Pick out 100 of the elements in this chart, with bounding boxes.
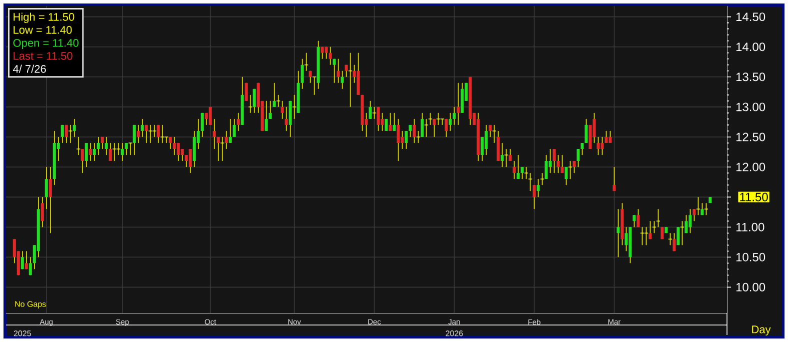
candlestick [688, 208, 692, 234]
candlestick [576, 148, 580, 168]
candlestick [312, 76, 317, 96]
candlestick [700, 202, 704, 216]
candlestick [328, 46, 332, 66]
text: 11.50 [740, 192, 768, 202]
candlestick [60, 124, 64, 144]
candlestick [72, 118, 76, 138]
candlestick [396, 118, 400, 162]
candlestick [228, 118, 232, 144]
candlestick [160, 124, 165, 144]
candlestick [452, 106, 456, 126]
candlestick [416, 130, 420, 144]
candlestick [428, 112, 432, 126]
candlestick [268, 100, 272, 120]
candlestick [340, 70, 344, 90]
candlestick [432, 118, 436, 138]
candlestick [696, 196, 700, 216]
candlestick [172, 136, 176, 156]
candlestick [188, 148, 192, 174]
candlestick [292, 94, 297, 120]
candlestick [144, 124, 148, 144]
candlestick [456, 82, 460, 126]
y-tick-label: 13.00 [736, 102, 766, 112]
candlestick [516, 154, 520, 180]
candlestick [320, 46, 324, 60]
candlestick [568, 160, 572, 180]
candlestick [684, 214, 688, 234]
candlestick [212, 118, 216, 150]
candlestick [484, 124, 488, 156]
annotation: Open = 11.40 [13, 39, 78, 49]
y-tick-label: 13.50 [736, 72, 766, 82]
candlestick [572, 160, 576, 174]
candlestick [580, 142, 584, 156]
candlestick [640, 226, 644, 246]
candlestick [264, 100, 268, 132]
candlestick [96, 136, 100, 156]
candlestick [424, 118, 428, 138]
candlestick [492, 124, 496, 144]
candlestick [280, 100, 284, 120]
candlestick [632, 214, 636, 228]
candlestick [84, 142, 88, 168]
candlestick [224, 130, 228, 150]
candlestick [284, 106, 288, 132]
candlestick [420, 112, 424, 138]
candlestick [68, 124, 73, 144]
candlestick [236, 112, 240, 132]
candlestick [136, 124, 140, 144]
candlestick [164, 136, 169, 144]
candlestick [596, 136, 600, 156]
candlestick [528, 172, 532, 192]
candlestick [48, 166, 52, 234]
candlestick [348, 52, 353, 108]
candlestick [116, 142, 121, 156]
candlestick [384, 118, 388, 132]
candlestick [332, 58, 336, 84]
candlestick [600, 136, 604, 156]
candlestick [372, 106, 376, 120]
annotation: Last = 11.50 [14, 52, 72, 60]
y-tick-label: 11.00 [736, 222, 764, 232]
candlestick [344, 64, 348, 78]
candlestick [608, 130, 612, 144]
candlestick [100, 136, 104, 150]
annotation: 4/ 7/26 [13, 64, 46, 73]
candlestick [524, 166, 528, 180]
candlestick [444, 118, 448, 138]
candlestick [540, 172, 544, 186]
candlestick [220, 136, 225, 162]
candlestick [208, 106, 212, 126]
y-tick-label: 12.50 [736, 132, 766, 142]
candlestick [244, 82, 248, 102]
candlestick [20, 250, 24, 270]
candlestick [644, 226, 648, 246]
candlestick [276, 94, 281, 108]
candlestick [168, 136, 172, 150]
candlestick [564, 166, 568, 186]
candlestick [120, 142, 124, 162]
candlestick [64, 124, 68, 144]
candlestick [616, 208, 620, 258]
candlestick [512, 160, 516, 180]
candlestick [520, 166, 524, 180]
candlestick [156, 124, 160, 144]
annotation: High = 11.50 [14, 12, 74, 23]
candlestick [108, 142, 112, 162]
candlestick [500, 142, 504, 168]
candlestick [676, 226, 680, 246]
candlestick [152, 124, 157, 138]
candlestick [536, 178, 540, 198]
candlestick [544, 154, 548, 180]
candlestick [508, 148, 512, 162]
text: 2025 [14, 330, 31, 336]
candlestick [112, 142, 117, 162]
candlestick [24, 250, 28, 270]
candlestick [680, 220, 684, 246]
candlestick [412, 118, 416, 144]
candlestick [28, 256, 32, 276]
candlestick [200, 112, 204, 138]
candlestick [504, 148, 508, 168]
candlestick [176, 142, 180, 162]
candlestick [552, 148, 556, 174]
